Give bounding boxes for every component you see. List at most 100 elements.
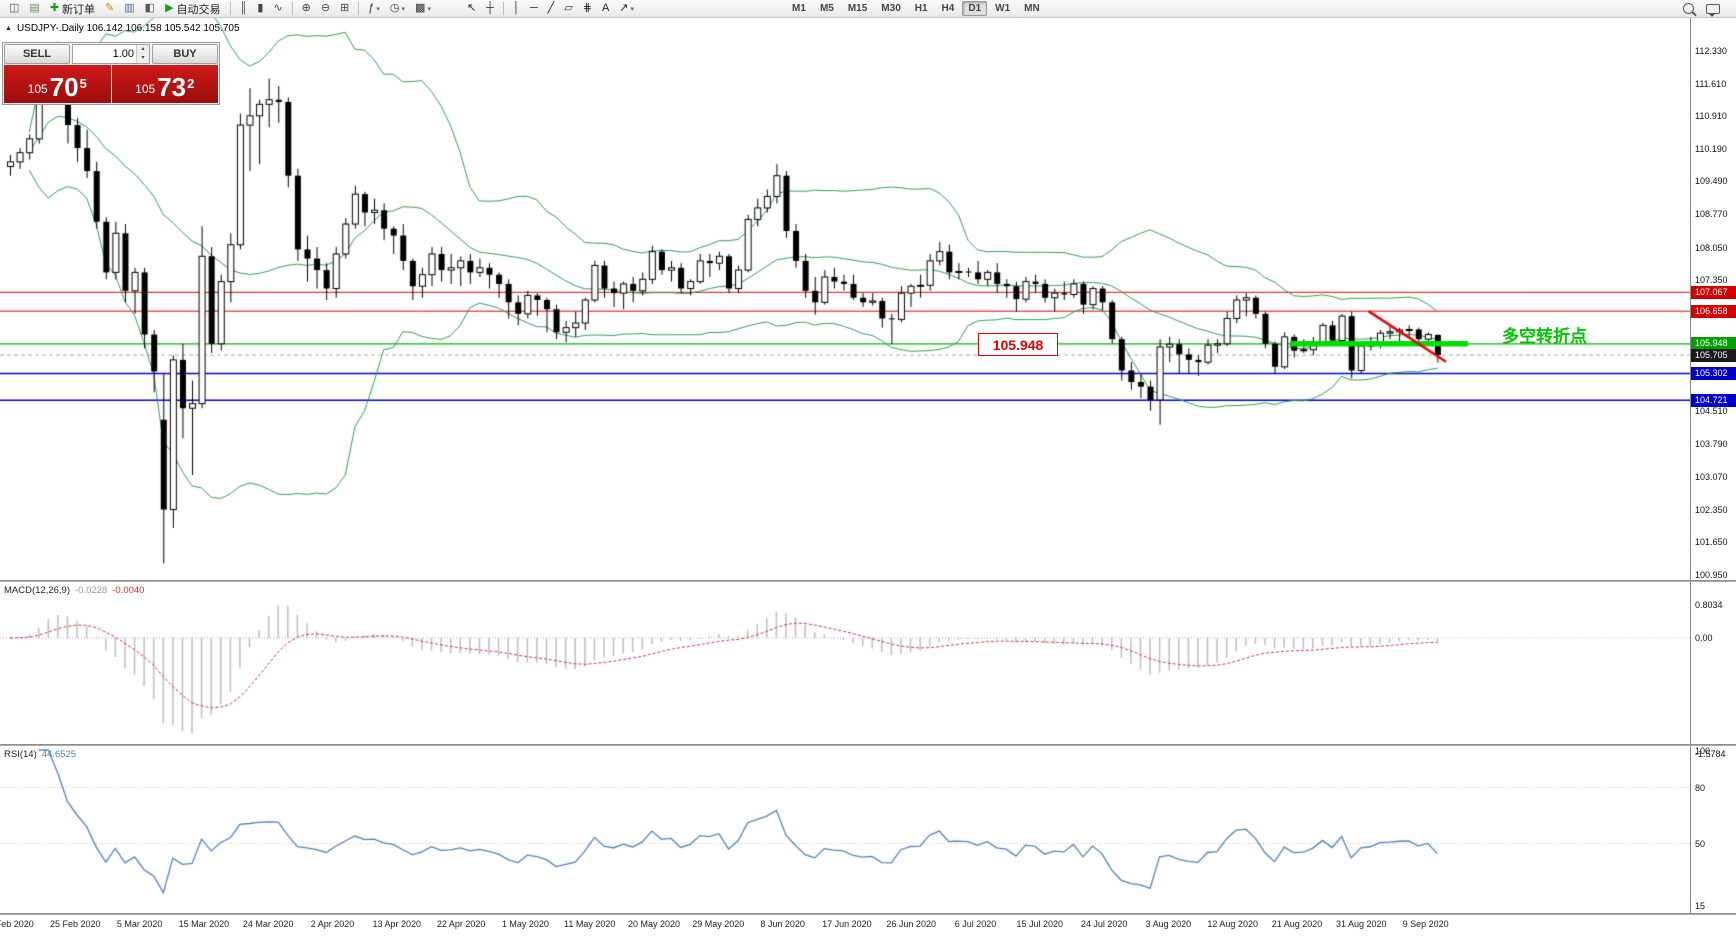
timeframe-h1[interactable]: H1 xyxy=(914,3,928,14)
price-axis-label: 104.510 xyxy=(1695,405,1728,416)
market-watch-button[interactable]: ▥ xyxy=(120,0,138,18)
volume-down-icon[interactable]: ▾ xyxy=(137,54,149,63)
zoom-in-icon: ⊕ xyxy=(301,2,311,14)
date-label: 24 Jul 2020 xyxy=(1080,919,1128,929)
chart-macd-separator[interactable] xyxy=(0,580,1736,582)
text-button[interactable]: A xyxy=(598,0,613,18)
rsi-axis-label: 50 xyxy=(1695,838,1706,849)
new-order-button[interactable]: ✚ 新订单 xyxy=(46,0,99,18)
sell-price-sup: 5 xyxy=(79,76,87,91)
market-watch-icon: ▥ xyxy=(124,2,135,14)
timeframe-m30[interactable]: M30 xyxy=(881,3,901,14)
date-label: 29 May 2020 xyxy=(692,919,745,929)
date-label: 5 Mar 2020 xyxy=(116,919,163,929)
buy-price-sup: 2 xyxy=(187,76,195,91)
timeframe-h4[interactable]: H4 xyxy=(941,3,955,14)
one-click-collapse-icon[interactable]: ▲ xyxy=(5,25,12,32)
line-chart-icon: ∿ xyxy=(273,2,283,14)
chevron-down-icon: ▾ xyxy=(427,5,431,13)
volume-up-icon[interactable]: ▴ xyxy=(137,45,149,54)
timeframe-m5[interactable]: M5 xyxy=(819,3,834,14)
date-label: 3 Aug 2020 xyxy=(1145,919,1192,929)
crosshair-icon: ┼ xyxy=(486,2,494,14)
quick-search-icon[interactable] xyxy=(1683,3,1694,14)
timeframe-toolbar: M1 M5 M15 M30 H1 H4 D1 W1 MN xyxy=(785,1,1047,16)
price-level-annotation[interactable]: 105.948 xyxy=(978,333,1058,356)
new-chart-button[interactable]: ◫ xyxy=(5,0,23,18)
symbol-ohlc-line: USDJPY-.Daily 106.142 106.158 105.542 10… xyxy=(16,23,240,34)
periods-button[interactable]: ◷ ▾ xyxy=(386,0,409,18)
timeframe-mn[interactable]: MN xyxy=(1024,3,1040,14)
date-label: 8 Jun 2020 xyxy=(760,919,805,929)
tile-windows-button[interactable]: ⊞ xyxy=(336,0,353,18)
tile-windows-icon: ⊞ xyxy=(340,2,350,14)
price-axis[interactable]: 0.8034 0.00 -1.5784 112.330 111.610 110.91… xyxy=(1690,18,1736,915)
price-badge: 105.705 xyxy=(1691,348,1736,362)
chart-canvas[interactable] xyxy=(0,0,1690,940)
chat-icon[interactable] xyxy=(1706,3,1720,17)
price-badge: 105.302 xyxy=(1691,367,1736,381)
zoom-in-button[interactable]: ⊕ xyxy=(298,0,315,18)
date-label: 15 Jul 2020 xyxy=(1016,919,1064,929)
indicators-button[interactable]: ƒ ▾ xyxy=(364,0,384,18)
bar-chart-button[interactable]: ║ xyxy=(236,0,252,18)
timeframe-w1[interactable]: W1 xyxy=(995,3,1011,14)
line-chart-button[interactable]: ∿ xyxy=(269,0,286,18)
trendline-button[interactable]: ╱ xyxy=(544,0,559,18)
vertical-line-button[interactable]: │ xyxy=(509,0,524,18)
turning-point-annotation[interactable]: 多空转折点 xyxy=(1502,327,1587,346)
sell-price-block[interactable]: 105 70 5 xyxy=(4,65,111,103)
cursor-icon: ↖ xyxy=(466,2,477,14)
price-axis-label: 107.350 xyxy=(1695,274,1728,285)
buy-button[interactable]: BUY xyxy=(152,44,218,64)
timeframe-m15[interactable]: M15 xyxy=(847,3,868,14)
macd-signal-value: -0.0040 xyxy=(112,585,145,596)
arrows-button[interactable]: ↗ ▾ xyxy=(615,0,638,18)
date-label: 26 Jun 2020 xyxy=(886,919,936,929)
date-axis[interactable]: 6 Feb 2020 25 Feb 2020 5 Mar 2020 15 Mar 20… xyxy=(0,915,1736,940)
chevron-down-icon: ▾ xyxy=(630,5,635,13)
zoom-out-button[interactable]: ⊖ xyxy=(317,0,334,18)
price-axis-label: 108.050 xyxy=(1695,242,1728,253)
macd-title: MACD(12,26,9) xyxy=(4,585,70,596)
new-order-label: 新订单 xyxy=(62,3,96,16)
date-label: 9 Sep 2020 xyxy=(1402,919,1449,929)
indicators-icon: ƒ xyxy=(368,2,375,14)
rsi-dates-separator xyxy=(0,913,1736,915)
date-label: 20 May 2020 xyxy=(627,919,681,929)
date-label: 17 Jun 2020 xyxy=(822,919,872,929)
macd-axis-zero-label: 0.00 xyxy=(1695,633,1713,644)
candlestick-chart-button[interactable]: ▮ xyxy=(253,0,267,18)
volume-stepper: ▴ ▾ xyxy=(72,44,150,64)
horizontal-line-button[interactable]: ─ xyxy=(526,0,542,18)
price-axis-label: 110.190 xyxy=(1695,144,1727,155)
fibonacci-button[interactable]: ⋕ xyxy=(579,0,596,18)
date-label: 15 Mar 2020 xyxy=(178,919,230,929)
channel-button[interactable]: ▱ xyxy=(560,0,576,18)
sell-button[interactable]: SELL xyxy=(4,44,70,64)
metaeditor-button[interactable]: ✎ xyxy=(101,0,118,18)
price-badge: 104.721 xyxy=(1691,393,1736,407)
terminal-button[interactable]: ◧ xyxy=(141,0,159,18)
date-label: 6 Feb 2020 xyxy=(0,919,34,929)
date-label: 2 Apr 2020 xyxy=(310,919,355,929)
macd-main-value: -0.0228 xyxy=(75,585,108,596)
macd-axis-min-label: -1.5784 xyxy=(1695,749,1726,759)
toolbar-separator xyxy=(229,2,231,15)
profiles-button[interactable]: ▤ xyxy=(25,0,43,18)
macd-rsi-separator[interactable] xyxy=(0,744,1736,746)
buy-price-block[interactable]: 105 73 2 xyxy=(111,65,218,103)
templates-button[interactable]: ▩ ▾ xyxy=(411,0,435,18)
rsi-axis-label: 80 xyxy=(1695,782,1706,793)
rsi-header: RSI(14) 44.6525 xyxy=(4,749,76,760)
volume-input[interactable] xyxy=(73,45,136,63)
timeframe-d1[interactable]: D1 xyxy=(962,1,988,16)
toolbar-buttons: ◫ ▤ ✚ 新订单 ✎ ▥ ◧ ▶ 自动交易 ║ ▮ ∿ ⊕ ⊖ ⊞ ƒ ▾ ◷ ▾ ▩ ▾ ↖ ┼ │ ─ ╱ ▱ ⋕ A ↗ ▾ xyxy=(4,0,665,18)
templates-icon: ▩ xyxy=(415,2,426,14)
cursor-button[interactable]: ↖ xyxy=(463,0,480,18)
autotrading-button[interactable]: ▶ 自动交易 xyxy=(161,0,224,18)
chevron-down-icon: ▾ xyxy=(376,5,380,13)
crosshair-button[interactable]: ┼ xyxy=(482,0,498,18)
timeframe-m1[interactable]: M1 xyxy=(792,3,806,14)
